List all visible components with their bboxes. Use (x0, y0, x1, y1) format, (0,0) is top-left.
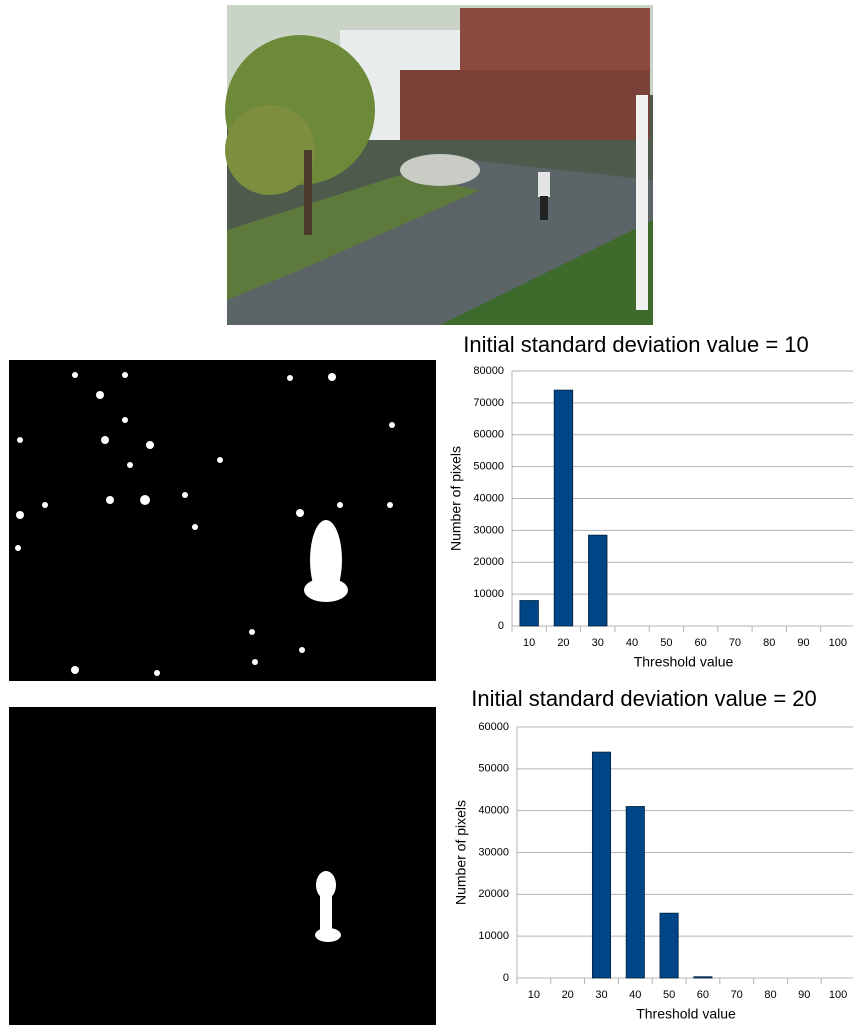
y-tick-label: 20000 (478, 888, 509, 900)
x-tick-label: 70 (731, 989, 743, 1001)
x-axis-label: Threshold value (636, 1006, 736, 1022)
bar (588, 534, 608, 627)
y-tick-label: 40000 (478, 805, 509, 817)
x-tick-label: 30 (592, 637, 604, 649)
y-tick-label: 60000 (473, 429, 504, 441)
x-axis-label: Threshold value (634, 654, 734, 670)
foreground-mask (9, 360, 436, 681)
y-tick-label: 40000 (473, 492, 504, 504)
x-tick-label: 10 (528, 989, 540, 1001)
x-tick-label: 80 (763, 637, 775, 649)
y-tick-label: 30000 (473, 524, 504, 536)
x-tick-label: 40 (629, 989, 641, 1001)
y-tick-label: 10000 (478, 930, 509, 942)
x-tick-label: 10 (523, 637, 535, 649)
y-tick-label: 20000 (473, 556, 504, 568)
y-tick-label: 0 (503, 972, 509, 984)
x-tick-label: 20 (562, 989, 574, 1001)
chart-title: Initial standard deviation value = 10 (463, 332, 809, 357)
y-axis-label: Number of pixels (448, 446, 464, 551)
x-tick-label: 40 (626, 637, 638, 649)
bar (519, 600, 539, 627)
x-tick-label: 60 (697, 989, 709, 1001)
x-tick-label: 60 (695, 637, 707, 649)
x-tick-label: 70 (729, 637, 741, 649)
bar (625, 806, 645, 979)
bar (693, 976, 713, 979)
y-tick-label: 50000 (473, 461, 504, 473)
chart-title: Initial standard deviation value = 20 (471, 686, 817, 711)
x-tick-label: 100 (829, 989, 847, 1001)
bar (591, 751, 612, 979)
y-tick-label: 30000 (478, 846, 509, 858)
camera-photo (225, 5, 653, 325)
x-tick-label: 50 (663, 989, 675, 1001)
x-tick-label: 30 (595, 989, 607, 1001)
x-tick-label: 80 (764, 989, 776, 1001)
bar (553, 389, 574, 627)
bar (659, 912, 679, 979)
y-axis-label: Number of pixels (453, 800, 469, 905)
y-tick-label: 60000 (478, 721, 509, 733)
x-tick-label: 90 (797, 637, 809, 649)
x-tick-label: 100 (829, 637, 847, 649)
y-tick-label: 10000 (473, 588, 504, 600)
y-tick-label: 70000 (473, 397, 504, 409)
y-tick-label: 50000 (478, 763, 509, 775)
x-tick-label: 90 (798, 989, 810, 1001)
x-tick-label: 50 (660, 637, 672, 649)
y-tick-label: 0 (498, 620, 504, 632)
foreground-mask (9, 707, 436, 1025)
x-tick-label: 20 (557, 637, 569, 649)
y-tick-label: 80000 (473, 365, 504, 377)
